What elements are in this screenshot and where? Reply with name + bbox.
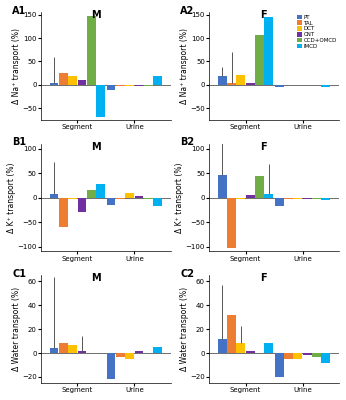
Bar [264,17,273,85]
Bar [135,196,144,198]
Bar [144,85,153,86]
Bar [125,85,134,86]
Bar [321,353,330,362]
Bar [116,198,125,199]
Bar [153,347,162,353]
Bar [255,35,264,85]
Bar [125,353,134,359]
Bar [59,198,68,227]
Y-axis label: Δ Water transport (%): Δ Water transport (%) [180,287,189,371]
Bar [135,85,144,86]
Bar [303,353,312,356]
Bar [255,176,264,198]
Bar [236,198,245,199]
Bar [218,339,227,353]
Bar [78,351,86,353]
Y-axis label: Δ Na⁺ transport (%): Δ Na⁺ transport (%) [180,28,189,104]
Bar [321,198,330,200]
Bar [275,198,284,206]
Bar [87,16,96,85]
Text: F: F [260,10,267,20]
Text: B1: B1 [12,138,26,148]
Bar [293,198,302,199]
Bar [312,353,321,356]
Y-axis label: Δ K⁺ transport (%): Δ K⁺ transport (%) [175,162,184,233]
Bar [68,345,77,353]
Bar [153,76,162,85]
Bar [59,73,68,85]
Bar [107,353,116,379]
Bar [275,353,284,377]
Bar [116,353,125,356]
Y-axis label: Δ Water transport (%): Δ Water transport (%) [11,287,20,371]
Bar [246,195,255,198]
Bar [312,198,321,199]
Text: M: M [91,10,100,20]
Bar [87,190,96,198]
Bar [227,198,236,248]
Text: B2: B2 [180,138,194,148]
Bar [218,76,227,85]
Text: F: F [260,273,267,283]
Bar [246,351,255,353]
Bar [236,74,245,85]
Text: C2: C2 [180,269,194,279]
Bar [68,198,77,199]
Text: F: F [260,142,267,152]
Text: A2: A2 [180,6,195,16]
Y-axis label: Δ K⁺ transport (%): Δ K⁺ transport (%) [7,162,16,233]
Bar [78,198,86,212]
Bar [59,344,68,353]
Bar [144,198,153,199]
Bar [68,76,77,85]
Bar [321,85,330,87]
Text: M: M [91,142,100,152]
Y-axis label: Δ Na⁺ transport (%): Δ Na⁺ transport (%) [11,28,20,104]
Text: M: M [91,273,100,283]
Bar [125,193,134,198]
Text: A1: A1 [12,6,27,16]
Bar [50,348,58,353]
Bar [107,198,116,205]
Text: C1: C1 [12,269,26,279]
Bar [264,344,273,353]
Bar [96,184,105,198]
Bar [116,85,125,86]
Bar [96,85,105,117]
Bar [236,344,245,353]
Bar [284,353,293,359]
Bar [284,198,293,199]
Legend: PT, TAL, DCT, CNT, CCD+OMCD, IMCD: PT, TAL, DCT, CNT, CCD+OMCD, IMCD [296,13,338,51]
Bar [227,82,236,85]
Bar [246,84,255,85]
Bar [78,80,86,85]
Bar [50,194,58,198]
Bar [275,85,284,87]
Bar [218,175,227,198]
Bar [293,353,302,359]
Bar [135,351,144,353]
Bar [264,194,273,198]
Bar [227,315,236,353]
Bar [303,198,312,199]
Bar [107,85,116,90]
Bar [153,198,162,206]
Bar [50,82,58,85]
